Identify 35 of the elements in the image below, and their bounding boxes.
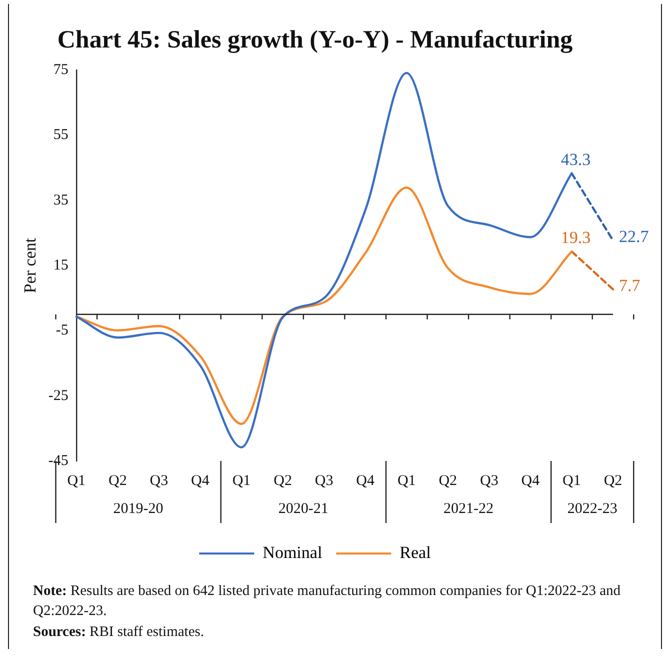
legend-label: Nominal <box>262 542 322 562</box>
source-note: Sources: RBI staff estimates. <box>33 623 206 642</box>
y-axis-title: Per cent <box>20 238 40 294</box>
text: 2022-23 <box>567 500 618 517</box>
y-tick-label: 35 <box>53 192 68 208</box>
x-tick-label: Q2 <box>274 472 292 489</box>
text: 2019-20 <box>113 500 164 517</box>
y-tick-label: 55 <box>53 127 68 144</box>
y-tick-label: -25 <box>48 388 68 404</box>
data-label: 22.7 <box>619 226 650 246</box>
x-tick-label: Q2 <box>604 472 622 489</box>
x-tick-label: Q1 <box>397 472 416 489</box>
chart-title: Chart 45: Sales growth (Y-o-Y) - Manufacturing <box>57 26 574 54</box>
y-tick-label: 15 <box>53 257 68 274</box>
text: Note: Results are based on 642 listed private manufacturing common companies for Q1:2022-23 and Q2:2022-23. <box>33 582 622 621</box>
x-tick-label: Q1 <box>67 472 86 489</box>
data-label: 43.3 <box>560 150 591 169</box>
text: 2021-22 <box>444 500 494 517</box>
data-label: 19.3 <box>560 228 591 247</box>
x-tick-label: Q1 <box>562 472 581 489</box>
x-tick-label: Q2 <box>438 472 458 489</box>
legend-label: Real <box>400 542 432 562</box>
data-label: 7.7 <box>619 276 641 295</box>
x-tick-label: Q3 <box>480 472 498 489</box>
x-tick-label: Q4 <box>191 472 210 489</box>
x-tick-label: Q3 <box>150 472 168 489</box>
y-tick-label: 75 <box>53 62 68 78</box>
x-tick-label: Q4 <box>521 472 540 489</box>
x-tick-label: Q1 <box>232 472 251 489</box>
x-tick-label: Q2 <box>108 472 127 489</box>
x-tick-label: Q3 <box>314 472 334 489</box>
text: 2020-21 <box>278 500 328 517</box>
y-tick-label: -45 <box>48 452 68 469</box>
y-tick-label: -5 <box>56 322 68 339</box>
x-tick-label: Q4 <box>356 472 375 489</box>
